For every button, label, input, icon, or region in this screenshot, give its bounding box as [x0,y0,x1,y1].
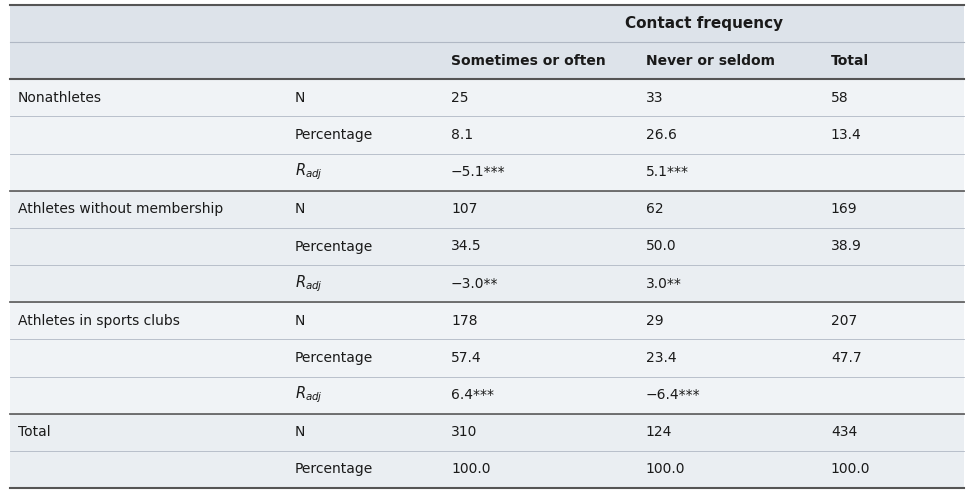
Text: 23.4: 23.4 [646,351,676,365]
Text: 100.0: 100.0 [646,462,686,477]
Text: 8.1: 8.1 [451,128,473,142]
Text: Nonathletes: Nonathletes [18,91,101,105]
Text: N: N [295,425,306,439]
Text: N: N [295,314,306,328]
Text: 50.0: 50.0 [646,240,676,253]
Text: 29: 29 [646,314,663,328]
Text: 434: 434 [831,425,857,439]
Text: 310: 310 [451,425,477,439]
Text: 33: 33 [646,91,663,105]
Bar [10,154,964,191]
Bar [10,5,964,42]
Text: Never or seldom: Never or seldom [646,54,774,68]
Text: Athletes without membership: Athletes without membership [18,202,223,216]
Bar [10,302,964,339]
Text: Percentage: Percentage [295,462,373,477]
Text: Athletes in sports clubs: Athletes in sports clubs [18,314,179,328]
Text: 58: 58 [831,91,848,105]
Text: −5.1***: −5.1*** [451,165,506,179]
Text: Percentage: Percentage [295,128,373,142]
Text: 6.4***: 6.4*** [451,388,494,402]
Text: $R_{adj}$: $R_{adj}$ [295,385,323,405]
Text: 3.0**: 3.0** [646,277,682,291]
Text: Contact frequency: Contact frequency [624,16,783,31]
Text: 57.4: 57.4 [451,351,481,365]
Bar [10,451,964,488]
Text: 178: 178 [451,314,477,328]
Bar [10,228,964,265]
Text: −6.4***: −6.4*** [646,388,700,402]
Text: Sometimes or often: Sometimes or often [451,54,606,68]
Text: 5.1***: 5.1*** [646,165,689,179]
Text: Percentage: Percentage [295,351,373,365]
Text: 62: 62 [646,202,663,216]
Text: Percentage: Percentage [295,240,373,253]
Bar [10,79,964,116]
Text: 124: 124 [646,425,672,439]
Text: $R_{adj}$: $R_{adj}$ [295,273,323,294]
Text: 47.7: 47.7 [831,351,861,365]
Bar [10,265,964,302]
Text: 38.9: 38.9 [831,240,862,253]
Bar [10,42,964,79]
Bar [10,116,964,154]
Text: 107: 107 [451,202,477,216]
Text: Total: Total [831,54,869,68]
Bar [10,339,964,377]
Text: N: N [295,202,306,216]
Text: $R_{adj}$: $R_{adj}$ [295,162,323,182]
Text: 34.5: 34.5 [451,240,481,253]
Bar [10,377,964,414]
Text: 100.0: 100.0 [831,462,871,477]
Text: N: N [295,91,306,105]
Text: 207: 207 [831,314,857,328]
Text: 13.4: 13.4 [831,128,862,142]
Bar [10,414,964,451]
Text: −3.0**: −3.0** [451,277,499,291]
Bar [10,191,964,228]
Text: Total: Total [18,425,50,439]
Text: 169: 169 [831,202,857,216]
Text: 25: 25 [451,91,468,105]
Text: 100.0: 100.0 [451,462,491,477]
Text: 26.6: 26.6 [646,128,677,142]
